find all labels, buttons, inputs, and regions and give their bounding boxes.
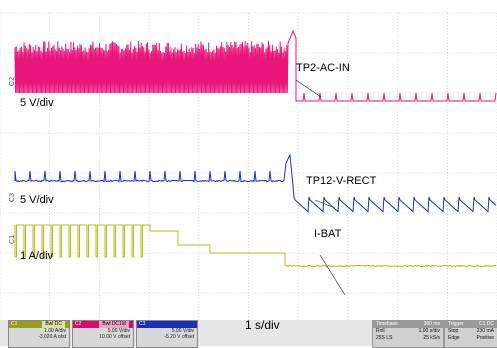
v-rect-pointer [314, 199, 336, 209]
c3-line-1: 5.00 V/div [171, 328, 194, 334]
timebase-mode: Roll [376, 328, 385, 334]
c2-marker: C2 [8, 77, 16, 86]
ac-in-label: TP2-AC-IN [296, 62, 350, 74]
c1-line-1: 1.00 A/div [44, 328, 66, 334]
i-bat-scale: 1 A/div [20, 250, 54, 262]
timebase-title: Timebase [376, 321, 398, 327]
ac-in-pointer [295, 79, 322, 98]
c1-name: C1 [9, 321, 69, 328]
timebase-label: 1 s/div [245, 318, 280, 332]
ac-in-scale: 5 V/div [20, 97, 54, 109]
c1-line-2: -3.020 A ofst [38, 334, 66, 340]
trigger-level: 230 mA [476, 328, 494, 334]
trigger-state: Stop [448, 328, 459, 334]
trigger-slope: Positive [476, 335, 494, 341]
channel-c3-box[interactable]: C3 5.00 V/div -5.20 V offset [136, 320, 198, 348]
ac-in-trace [14, 29, 497, 102]
timebase-sample-rate: 25 kS/s [423, 335, 440, 341]
i-bat-pointer [319, 254, 346, 296]
v-rect-label: TP12-V-RECT [306, 175, 377, 187]
c1-marker: C1 [8, 235, 16, 244]
timebase-samples: 25S LS [376, 335, 393, 341]
channel-c2-box[interactable]: C2 Bwl DC1M 5.00 V/div 10.00 V offset [72, 320, 134, 348]
trigger-type: Edge [448, 335, 460, 341]
trigger-box[interactable]: Trigger C1 DC Stop 230 mA Edge Positive [444, 320, 497, 348]
channel-c1-box[interactable]: C1 Bwl DC 1.00 A/div -3.020 A ofst [8, 320, 70, 348]
c3-line-2: -5.20 V offset [164, 334, 194, 340]
timebase-box[interactable]: Timebase 360 ms Roll 1.00 s/div 25S LS 25 k… [372, 320, 444, 348]
c3-marker: C3 [8, 193, 16, 202]
c1-tag: Bwl DC [42, 321, 65, 328]
c3-name: C3 [137, 321, 197, 328]
timebase-delay: 360 ms [423, 321, 440, 327]
c2-line-1: 5.00 V/div [107, 328, 130, 334]
c2-line-2: 10.00 V offset [99, 334, 130, 340]
v-rect-trace [14, 153, 497, 213]
trigger-source: C1 DC [478, 321, 494, 327]
c2-tag: Bwl DC1M [99, 321, 129, 328]
trigger-title: Trigger [448, 321, 464, 327]
i-bat-trace [14, 224, 497, 268]
v-rect-scale: 5 V/div [20, 194, 54, 206]
i-bat-label: I-BAT [314, 228, 342, 240]
timebase-rate: 1.00 s/div [418, 328, 440, 334]
